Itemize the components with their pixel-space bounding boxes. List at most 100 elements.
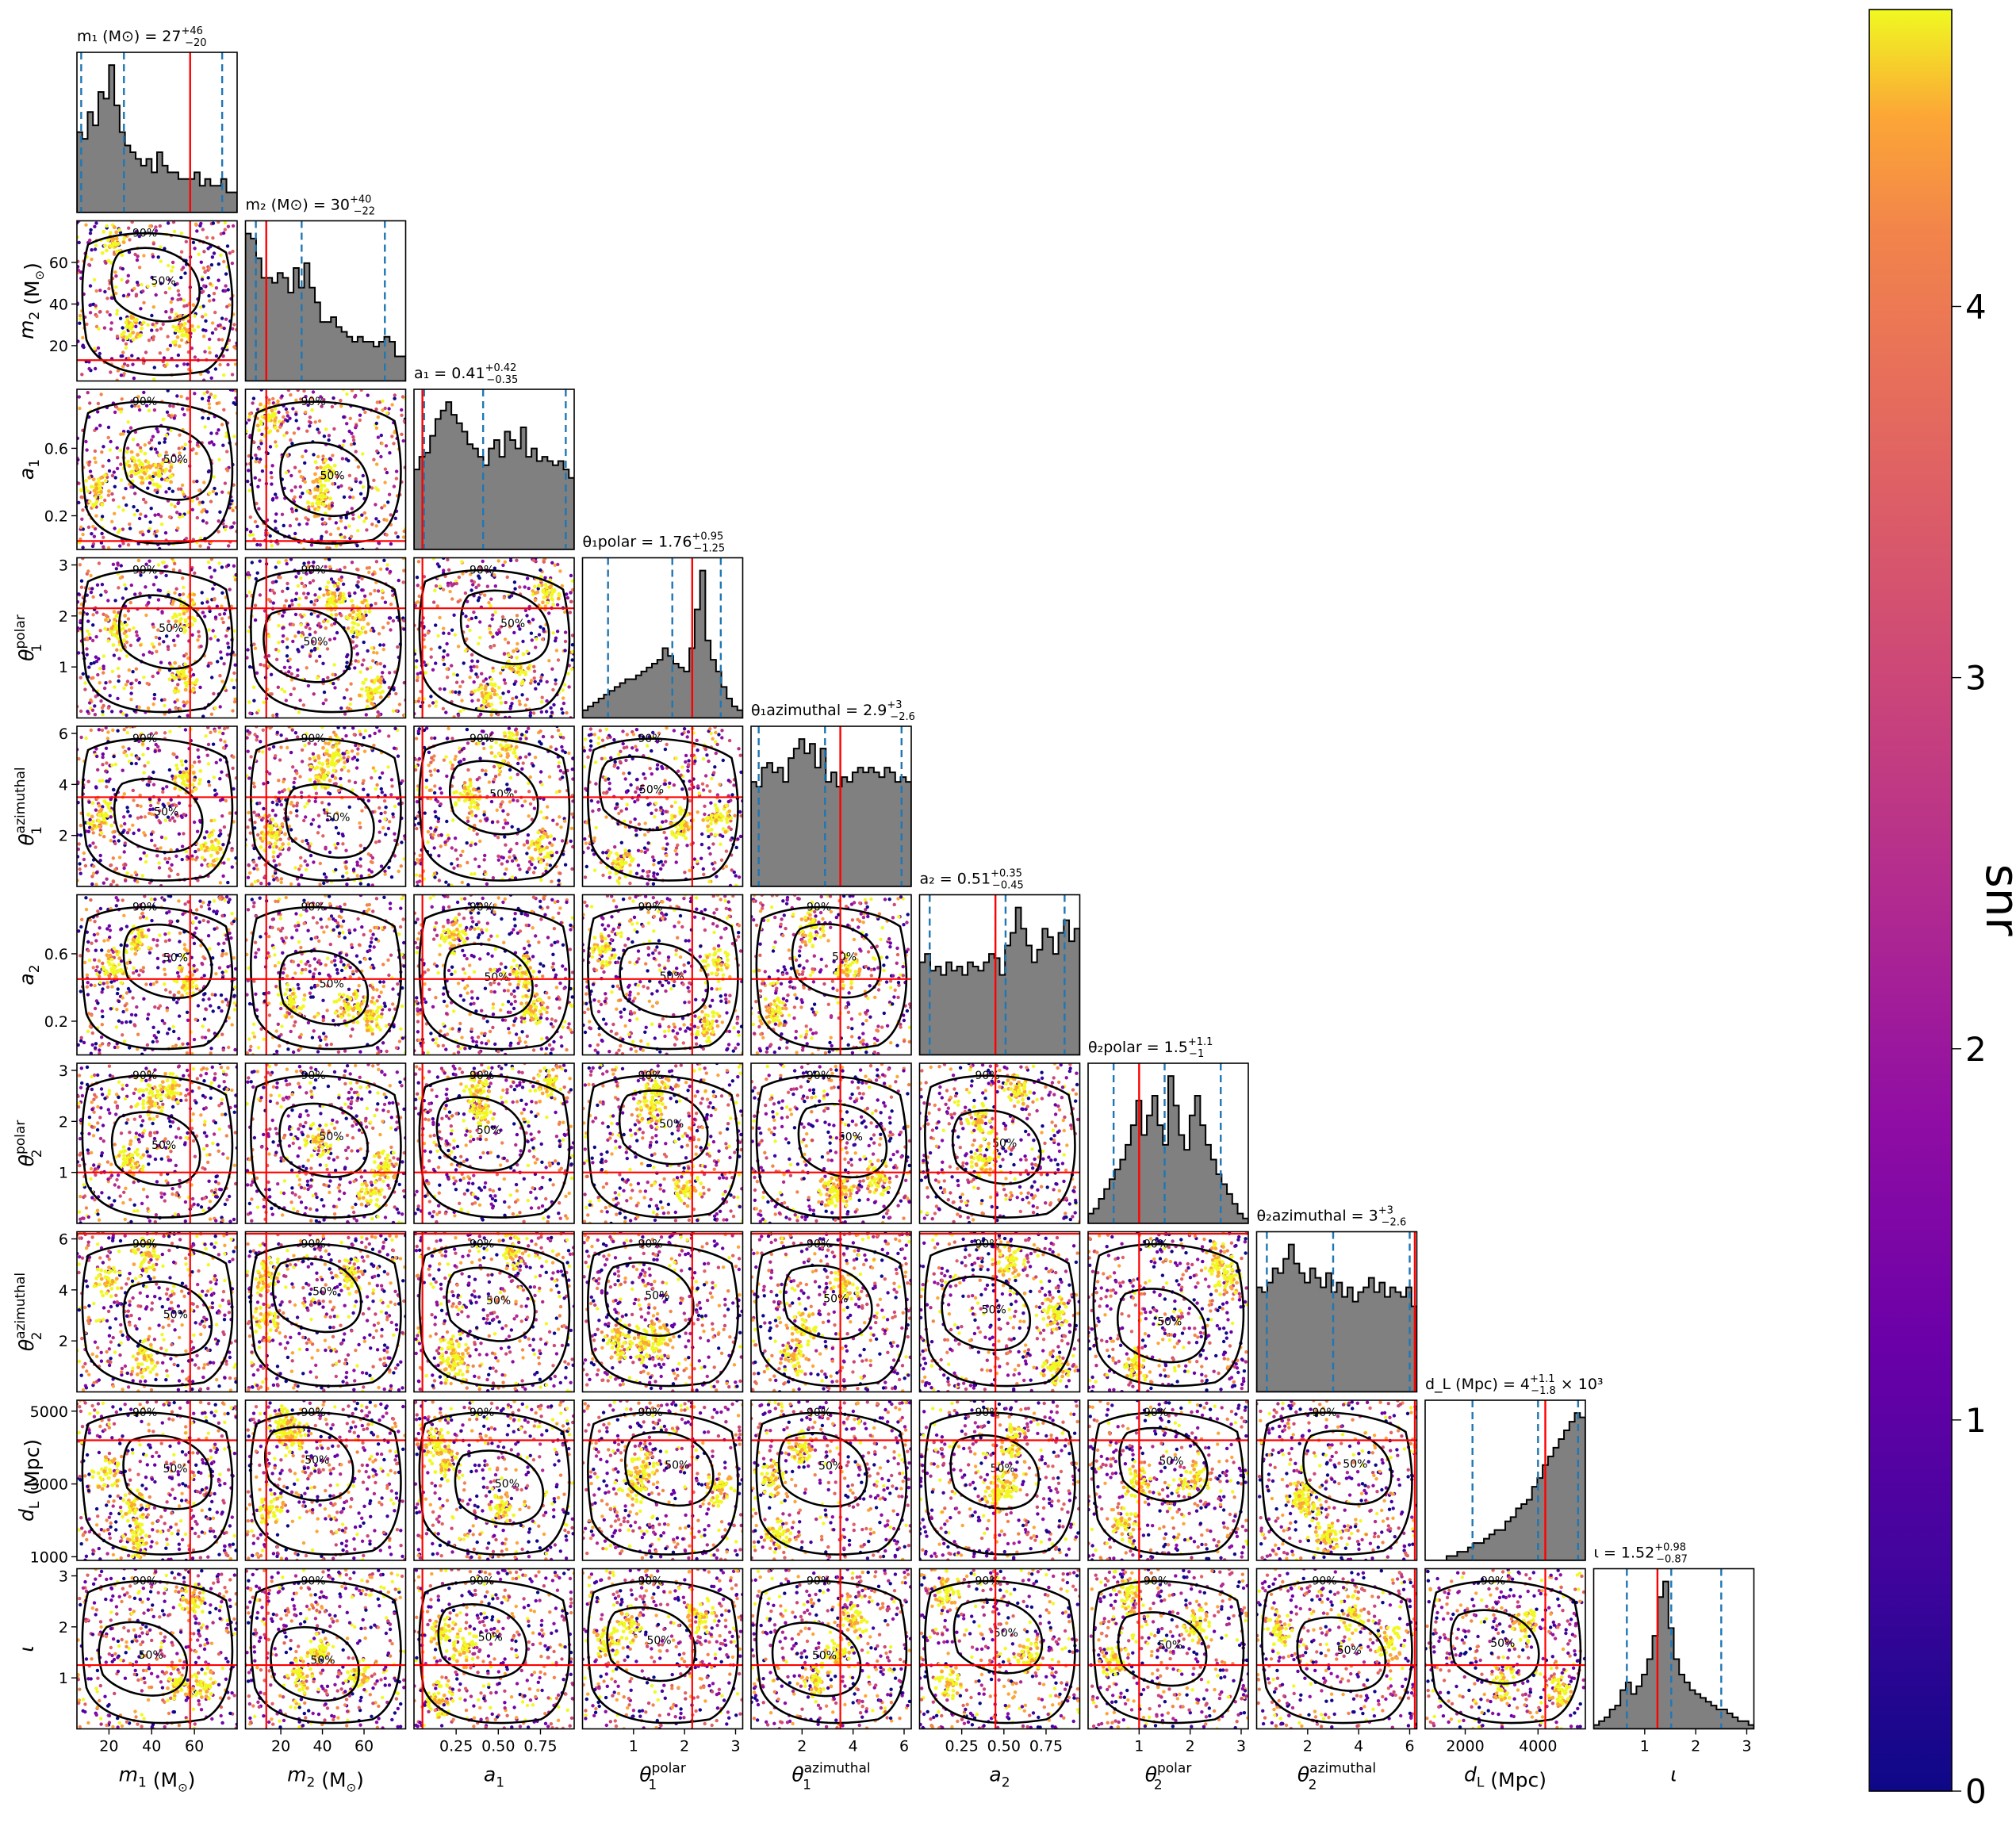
sample-point xyxy=(297,427,301,431)
sample-point xyxy=(151,583,156,587)
sample-point xyxy=(438,615,442,620)
sample-point xyxy=(91,841,95,845)
sample-point xyxy=(372,650,376,655)
sample-point xyxy=(508,768,512,772)
sample-point xyxy=(322,619,326,624)
sample-point xyxy=(310,502,315,506)
sample-point xyxy=(402,680,406,685)
sample-point xyxy=(94,243,98,247)
sample-point xyxy=(224,317,228,321)
sample-point xyxy=(255,863,259,867)
sample-point xyxy=(230,261,235,266)
sample-point xyxy=(366,704,370,709)
sample-point xyxy=(209,262,214,267)
sample-point xyxy=(247,590,251,594)
sample-point xyxy=(376,589,381,593)
sample-point xyxy=(375,462,379,466)
sample-point xyxy=(431,600,436,604)
sample-point xyxy=(127,250,132,255)
sample-point xyxy=(173,779,177,783)
sample-point xyxy=(501,691,505,695)
sample-point xyxy=(297,469,302,473)
sample-point xyxy=(154,293,158,297)
sample-point xyxy=(201,508,205,512)
sample-point xyxy=(388,569,393,574)
sample-point xyxy=(163,731,167,735)
sample-point xyxy=(122,631,126,635)
sample-point xyxy=(144,562,148,566)
sample-point xyxy=(350,431,354,435)
sample-point xyxy=(470,813,474,817)
sample-point xyxy=(113,291,118,296)
sample-point xyxy=(561,711,565,715)
sample-point xyxy=(389,793,393,797)
sample-point xyxy=(77,457,80,462)
sample-point xyxy=(355,644,358,648)
sample-point xyxy=(121,596,125,600)
sample-point xyxy=(167,619,171,623)
sample-point xyxy=(444,710,448,714)
sample-point xyxy=(247,412,252,415)
sample-point xyxy=(393,516,397,520)
sample-point xyxy=(104,726,108,730)
sample-point xyxy=(128,522,132,526)
sample-point xyxy=(97,561,102,565)
sample-point xyxy=(383,467,388,471)
sample-point xyxy=(295,809,299,813)
sample-point xyxy=(114,236,119,241)
sample-point xyxy=(181,407,185,411)
sample-point xyxy=(122,815,126,819)
sample-point xyxy=(143,443,147,447)
sample-point xyxy=(160,469,165,473)
sample-point xyxy=(85,572,90,576)
sample-point xyxy=(266,664,271,668)
sample-point xyxy=(204,312,208,317)
sample-point xyxy=(561,696,565,700)
sample-point xyxy=(312,561,316,565)
sample-point xyxy=(354,629,358,634)
sample-point xyxy=(222,612,227,616)
sample-point xyxy=(356,580,360,584)
sample-point xyxy=(506,659,511,664)
sample-point xyxy=(141,320,146,325)
sample-point xyxy=(339,519,343,523)
sample-point xyxy=(320,762,325,767)
sample-point xyxy=(109,863,113,867)
sample-point xyxy=(232,629,236,633)
sample-point xyxy=(209,376,213,380)
sample-point xyxy=(536,587,540,591)
sample-point xyxy=(106,493,111,497)
sample-point xyxy=(436,817,441,821)
sample-point xyxy=(151,783,156,787)
histogram-bars xyxy=(414,401,574,549)
sample-point xyxy=(218,777,222,781)
sample-point xyxy=(132,798,136,802)
sample-point xyxy=(99,593,103,597)
sample-point xyxy=(308,626,312,631)
sample-point xyxy=(290,510,295,514)
y-tick-label: 0.2 xyxy=(44,507,68,525)
sample-point xyxy=(179,338,184,343)
sample-point xyxy=(325,647,330,651)
sample-point xyxy=(256,484,260,488)
sample-point xyxy=(458,710,462,714)
sample-point xyxy=(400,408,404,412)
sample-point xyxy=(371,659,375,663)
sample-point xyxy=(202,836,207,840)
sample-point xyxy=(344,615,349,620)
sample-point xyxy=(206,726,210,729)
sample-point xyxy=(299,856,303,860)
sample-point xyxy=(127,293,131,297)
sample-point xyxy=(270,476,274,480)
sample-point xyxy=(186,623,190,628)
sample-point xyxy=(506,641,511,645)
histogram-bars xyxy=(77,64,237,212)
sample-point xyxy=(508,706,512,710)
sample-point xyxy=(130,404,134,408)
sample-point xyxy=(113,410,117,415)
sample-point xyxy=(171,568,176,572)
sample-point xyxy=(212,691,216,696)
sample-point xyxy=(542,557,547,561)
sample-point xyxy=(379,864,384,868)
